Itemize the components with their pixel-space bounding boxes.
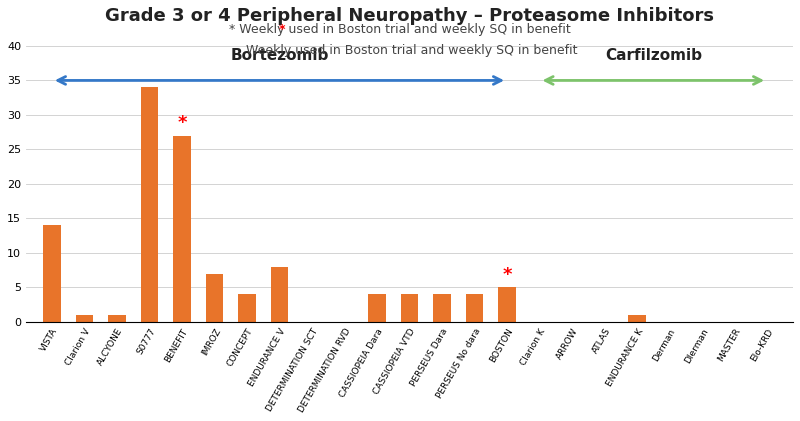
Bar [498,288,516,322]
Bar [206,274,223,322]
Bar [368,294,386,322]
Bar [141,87,158,322]
Bar [43,225,61,322]
Bar [238,294,256,322]
Bar [108,315,126,322]
Bar [75,315,94,322]
Text: Weekly used in Boston trial and weekly SQ in benefit: Weekly used in Boston trial and weekly S… [246,44,578,57]
Text: *: * [278,23,285,36]
Text: Bortezomib: Bortezomib [230,48,329,63]
Bar [433,294,451,322]
Text: *: * [502,266,512,284]
Bar [628,315,646,322]
Bar [466,294,483,322]
Text: *: * [178,114,186,132]
Text: * Weekly used in Boston trial and weekly SQ in benefit: * Weekly used in Boston trial and weekly… [229,23,571,36]
Bar [173,136,191,322]
Bar [401,294,418,322]
Bar [270,266,289,322]
Text: Carfilzomib: Carfilzomib [605,48,702,63]
Title: Grade 3 or 4 Peripheral Neuropathy – Proteasome Inhibitors: Grade 3 or 4 Peripheral Neuropathy – Pro… [105,7,714,25]
